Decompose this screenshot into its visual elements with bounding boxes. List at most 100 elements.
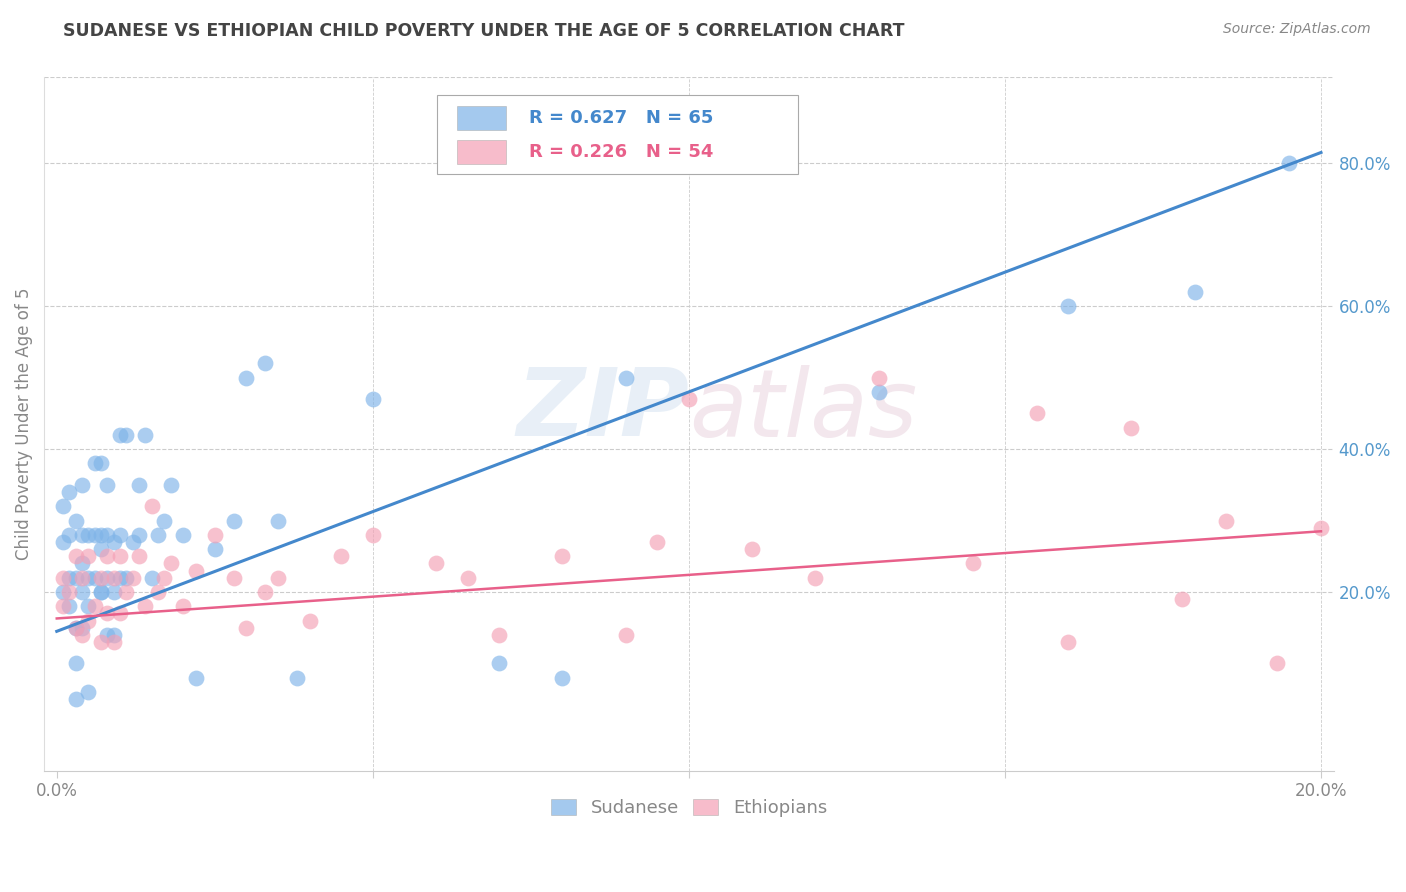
- Point: [1025, 406, 1047, 420]
- Point: [52, 599, 75, 614]
- Point: [614, 370, 637, 384]
- Point: [96, 607, 118, 621]
- Point: [141, 500, 163, 514]
- Point: [77, 549, 100, 564]
- Point: [52, 571, 75, 585]
- Y-axis label: Child Poverty Under the Age of 5: Child Poverty Under the Age of 5: [15, 288, 32, 560]
- Point: [962, 557, 984, 571]
- Point: [146, 585, 169, 599]
- Point: [128, 478, 150, 492]
- Point: [70, 621, 93, 635]
- Point: [1184, 285, 1206, 299]
- Point: [65, 621, 87, 635]
- Point: [58, 585, 80, 599]
- Point: [90, 571, 112, 585]
- Point: [298, 614, 321, 628]
- Text: R = 0.226   N = 54: R = 0.226 N = 54: [529, 144, 713, 161]
- Point: [121, 571, 143, 585]
- Point: [128, 528, 150, 542]
- Point: [153, 514, 176, 528]
- Point: [96, 628, 118, 642]
- Point: [115, 585, 138, 599]
- Point: [1171, 592, 1194, 607]
- Point: [267, 571, 290, 585]
- Point: [1121, 420, 1143, 434]
- Point: [83, 571, 105, 585]
- Point: [868, 370, 890, 384]
- Point: [1057, 299, 1080, 313]
- Point: [90, 585, 112, 599]
- Text: R = 0.627   N = 65: R = 0.627 N = 65: [529, 109, 713, 127]
- Point: [121, 535, 143, 549]
- Point: [70, 628, 93, 642]
- Point: [77, 614, 100, 628]
- Point: [115, 427, 138, 442]
- Point: [70, 478, 93, 492]
- Point: [1057, 635, 1080, 649]
- Point: [90, 635, 112, 649]
- Point: [235, 621, 257, 635]
- Point: [96, 478, 118, 492]
- Point: [184, 671, 207, 685]
- Point: [159, 557, 181, 571]
- Point: [153, 571, 176, 585]
- Point: [65, 571, 87, 585]
- Point: [1310, 521, 1333, 535]
- Text: SUDANESE VS ETHIOPIAN CHILD POVERTY UNDER THE AGE OF 5 CORRELATION CHART: SUDANESE VS ETHIOPIAN CHILD POVERTY UNDE…: [63, 22, 905, 40]
- Point: [361, 528, 384, 542]
- Point: [70, 557, 93, 571]
- Point: [254, 356, 277, 370]
- Point: [172, 528, 194, 542]
- FancyBboxPatch shape: [437, 95, 799, 175]
- Point: [146, 528, 169, 542]
- Point: [804, 571, 827, 585]
- Point: [83, 599, 105, 614]
- Point: [741, 542, 763, 557]
- Legend: Sudanese, Ethiopians: Sudanese, Ethiopians: [544, 791, 834, 824]
- Point: [77, 685, 100, 699]
- FancyBboxPatch shape: [457, 140, 506, 164]
- Point: [108, 549, 131, 564]
- Point: [488, 628, 510, 642]
- Point: [77, 571, 100, 585]
- Point: [1215, 514, 1237, 528]
- Point: [70, 585, 93, 599]
- Point: [52, 585, 75, 599]
- Point: [285, 671, 308, 685]
- Point: [65, 549, 87, 564]
- Point: [134, 427, 156, 442]
- Point: [204, 542, 226, 557]
- Point: [70, 528, 93, 542]
- Point: [551, 671, 574, 685]
- Point: [108, 528, 131, 542]
- Point: [58, 485, 80, 500]
- Point: [222, 571, 245, 585]
- Point: [83, 528, 105, 542]
- Point: [90, 456, 112, 470]
- Point: [108, 427, 131, 442]
- Point: [103, 585, 125, 599]
- Point: [457, 571, 479, 585]
- Point: [1265, 657, 1288, 671]
- Point: [96, 549, 118, 564]
- Point: [90, 585, 112, 599]
- Point: [77, 599, 100, 614]
- Point: [184, 564, 207, 578]
- FancyBboxPatch shape: [457, 105, 506, 129]
- Point: [58, 599, 80, 614]
- Point: [65, 692, 87, 706]
- Point: [58, 571, 80, 585]
- Point: [58, 528, 80, 542]
- Point: [128, 549, 150, 564]
- Point: [361, 392, 384, 406]
- Point: [108, 571, 131, 585]
- Point: [645, 535, 668, 549]
- Point: [90, 528, 112, 542]
- Point: [52, 535, 75, 549]
- Point: [614, 628, 637, 642]
- Point: [678, 392, 700, 406]
- Point: [77, 528, 100, 542]
- Point: [65, 514, 87, 528]
- Point: [141, 571, 163, 585]
- Point: [235, 370, 257, 384]
